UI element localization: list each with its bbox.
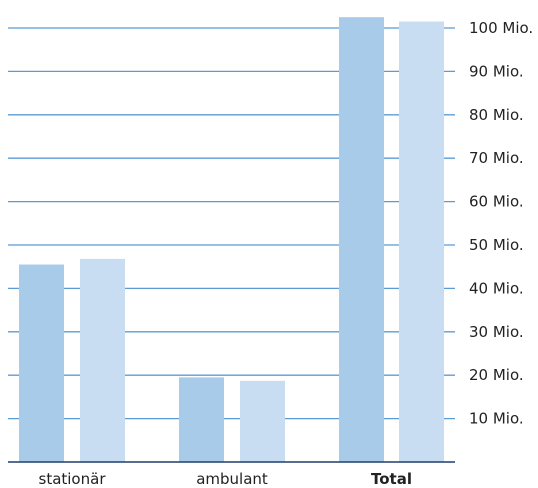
gridlines — [8, 27, 455, 420]
category-label: stationär — [39, 470, 107, 488]
y-tick-label: 30 Mio. — [469, 323, 524, 341]
y-tick-label: 90 Mio. — [469, 62, 524, 80]
bar-station-r-2 — [80, 258, 125, 462]
bar-ambulant-1 — [179, 377, 224, 462]
bar-total-2 — [399, 21, 444, 463]
y-tick-label: 40 Mio. — [469, 279, 524, 297]
y-tick-label: 100 Mio. — [469, 19, 533, 37]
category-label: Total — [371, 470, 412, 488]
bar-station-r-1 — [19, 264, 64, 462]
bars — [19, 17, 444, 463]
y-tick-label: 60 Mio. — [469, 193, 524, 211]
y-axis-tick-labels: 10 Mio. 20 Mio. 30 Mio. 40 Mio. 50 Mio. 60 Mi… — [469, 19, 533, 428]
y-tick-label: 10 Mio. — [469, 410, 524, 428]
y-tick-label: 70 Mio. — [469, 149, 524, 167]
y-tick-label: 80 Mio. — [469, 106, 524, 124]
bar-total-1 — [339, 17, 384, 463]
y-tick-label: 20 Mio. — [469, 366, 524, 384]
category-label: ambulant — [196, 470, 268, 488]
y-tick-label: 50 Mio. — [469, 236, 524, 254]
x-axis-category-labels: stationär ambulant Total — [39, 470, 412, 488]
bar-ambulant-2 — [240, 380, 285, 462]
